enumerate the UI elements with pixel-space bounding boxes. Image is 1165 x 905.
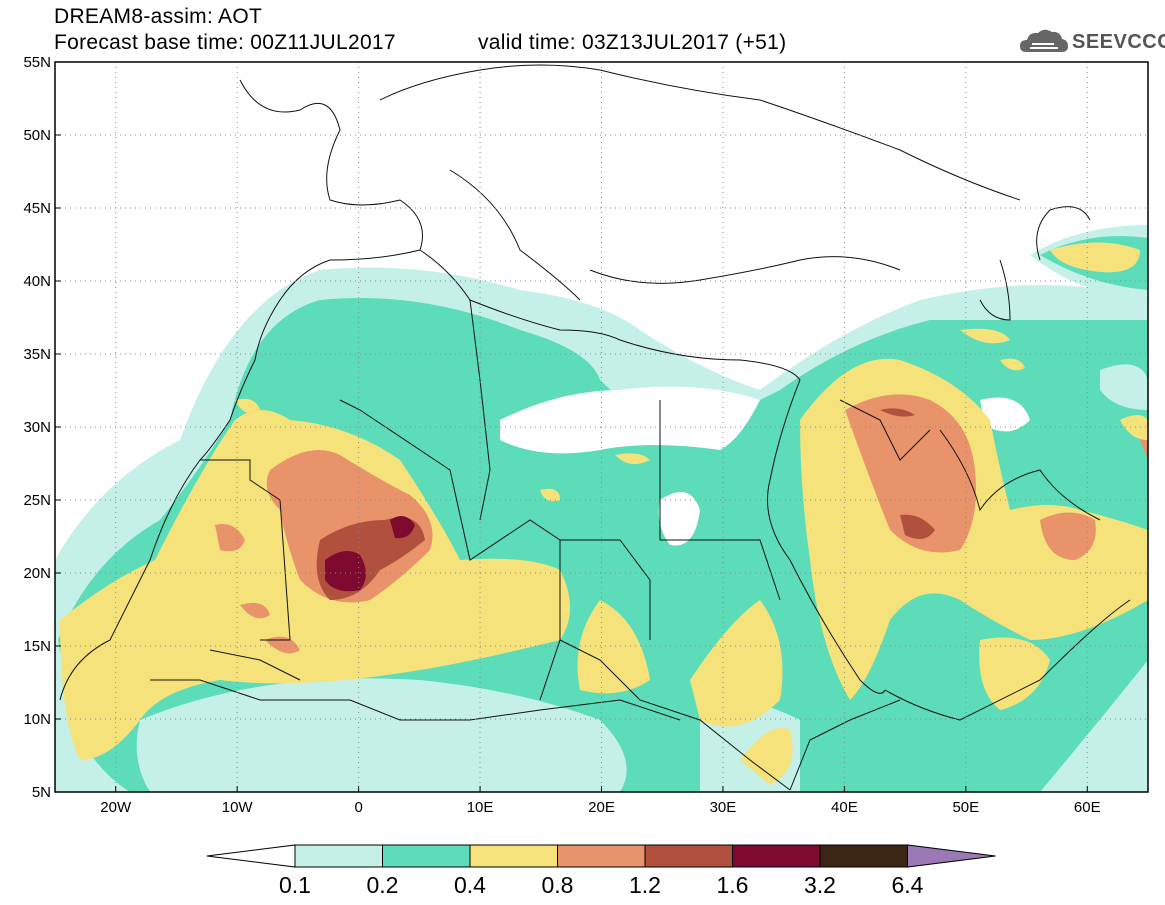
valid-time: valid time: 03Z13JUL2017 (+51) — [478, 31, 787, 54]
lat-tick-label: 30N — [23, 419, 51, 436]
colorbar-label: 6.4 — [892, 872, 924, 898]
colorbar-label: 0.8 — [542, 872, 574, 898]
colorbar-swatch — [732, 844, 821, 868]
lat-tick-label: 40N — [23, 273, 51, 290]
colorbar-label: 1.2 — [629, 872, 661, 898]
lat-tick-label: 50N — [23, 127, 51, 144]
colorbar-label: 0.1 — [279, 872, 311, 898]
colorbar-swatch — [382, 844, 471, 868]
lon-tick-label: 40E — [831, 799, 858, 816]
aot-clear-areas — [136, 364, 1148, 792]
lon-tick-label: 30E — [710, 799, 737, 816]
colorbar-over-arrow — [907, 844, 996, 868]
colorbar: 0.1 0.2 0.4 0.8 1.2 1.6 3.2 6.4 — [206, 844, 996, 898]
forecast-base-time: Forecast base time: 00Z11JUL2017 — [54, 31, 396, 54]
colorbar-label: 0.2 — [367, 872, 399, 898]
lon-tick-label: 10W — [222, 799, 254, 816]
gridlines — [55, 62, 1148, 792]
lat-tick-label: 15N — [23, 638, 51, 655]
lon-tick-label: 50E — [952, 799, 979, 816]
map-title: DREAM8-assim: AOT — [54, 5, 263, 28]
colorbar-label: 3.2 — [804, 872, 836, 898]
colorbar-swatch — [644, 844, 733, 868]
longitude-labels: 20W 10W 0 10E 20E 30E 40E 50E 60E — [100, 786, 1101, 816]
lon-tick-label: 10E — [467, 799, 494, 816]
lat-tick-label: 55N — [23, 54, 51, 71]
colorbar-under-arrow — [206, 844, 296, 868]
colorbar-label: 0.4 — [454, 872, 486, 898]
lon-tick-label: 0 — [354, 799, 362, 816]
colorbar-swatch — [557, 844, 646, 868]
lat-tick-label: 5N — [32, 784, 51, 801]
lat-tick-label: 10N — [23, 711, 51, 728]
colorbar-swatch — [819, 844, 908, 868]
latitude-labels: 5N 10N 15N 20N 25N 30N 35N 40N 45N 50N 55N — [23, 54, 61, 801]
lon-tick-label: 60E — [1074, 799, 1101, 816]
coastlines-borders — [59, 64, 1131, 791]
aot-level-1.6 — [325, 516, 415, 592]
colorbar-swatch — [469, 844, 558, 868]
lat-tick-label: 45N — [23, 200, 51, 217]
logo-text: SEEVCCC — [1072, 31, 1165, 53]
colorbar-label: 1.6 — [717, 872, 749, 898]
lat-tick-label: 25N — [23, 492, 51, 509]
colorbar-swatch — [294, 844, 383, 868]
lon-tick-label: 20E — [588, 799, 615, 816]
cloud-logo-icon — [1020, 29, 1068, 52]
lon-tick-label: 20W — [100, 799, 132, 816]
lat-tick-label: 20N — [23, 565, 51, 582]
lat-tick-label: 35N — [23, 346, 51, 363]
